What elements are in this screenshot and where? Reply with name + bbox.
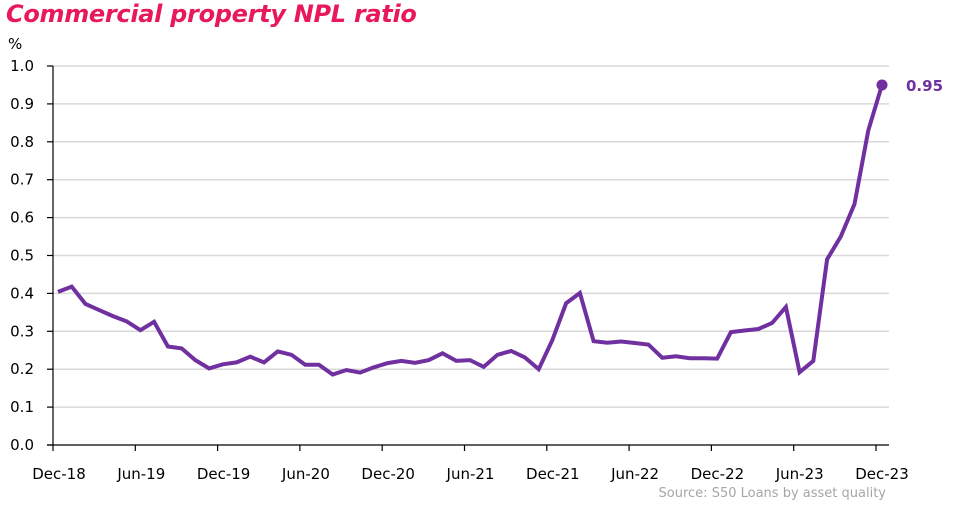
y-tick-label: 0.0 xyxy=(10,436,34,454)
end-value-label: 0.95 xyxy=(906,77,943,95)
x-tick-label: Jun-22 xyxy=(610,465,659,483)
x-tick-label: Jun-20 xyxy=(281,465,330,483)
y-tick-label: 0.1 xyxy=(10,398,34,416)
x-tick-label: Dec-22 xyxy=(691,465,745,483)
x-tick-label: Dec-20 xyxy=(361,465,415,483)
y-axis: 0.0 0.1 0.2 0.3 0.4 0.5 0.6 0.7 0.8 0.9 1.0 xyxy=(10,57,54,454)
x-tick-label: Dec-18 xyxy=(32,465,86,483)
y-tick-label: 1.0 xyxy=(10,57,34,75)
x-tick-label: Jun-21 xyxy=(446,465,495,483)
chart-title: Commercial property NPL ratio xyxy=(6,0,417,28)
end-point-marker xyxy=(876,79,888,91)
series-line xyxy=(57,84,884,377)
series-group: 0.95 xyxy=(57,77,943,377)
y-tick-label: 0.6 xyxy=(10,209,34,227)
x-axis: Dec-18 Jun-19 Dec-19 Jun-20 Dec-20 Jun-21 Dec-… xyxy=(32,444,909,483)
y-tick-label: 0.7 xyxy=(10,171,34,189)
y-tick-label: 0.5 xyxy=(10,247,34,265)
x-tick-label: Jun-23 xyxy=(775,465,824,483)
x-tick-label: Dec-19 xyxy=(197,465,251,483)
y-tick-label: 0.8 xyxy=(10,133,34,151)
gridlines xyxy=(53,65,889,408)
x-tick-label: Dec-21 xyxy=(526,465,580,483)
x-tick-label: Dec-23 xyxy=(855,465,909,483)
y-tick-label: 0.2 xyxy=(10,360,34,378)
y-tick-label: 0.4 xyxy=(10,284,34,302)
y-tick-label: 0.3 xyxy=(10,322,34,340)
y-axis-unit-label: % xyxy=(8,35,23,53)
source-note: Source: S50 Loans by asset quality xyxy=(658,486,886,501)
y-tick-label: 0.9 xyxy=(10,95,34,113)
x-tick-label: Jun-19 xyxy=(116,465,165,483)
